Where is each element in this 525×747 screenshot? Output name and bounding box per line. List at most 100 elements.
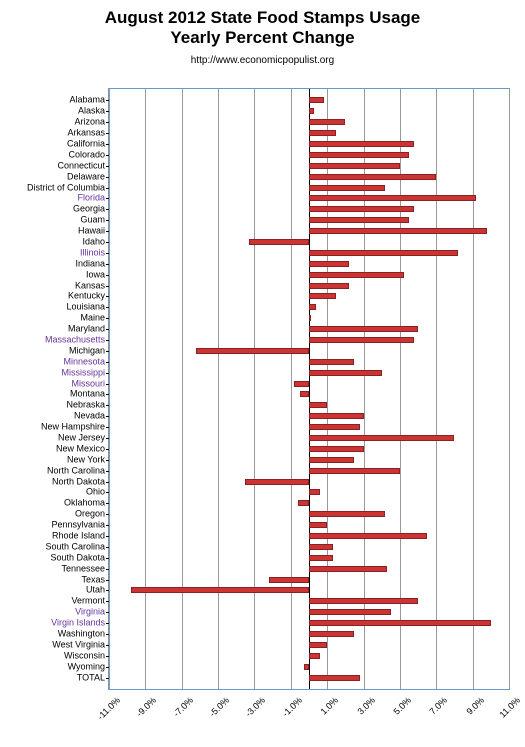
y-tick	[106, 242, 109, 243]
y-axis-label: Alabama	[69, 96, 109, 105]
gridline	[182, 89, 183, 689]
y-axis-label: Nevada	[74, 412, 109, 421]
y-tick	[106, 340, 109, 341]
y-tick	[106, 492, 109, 493]
y-tick	[106, 405, 109, 406]
y-tick	[106, 373, 109, 374]
data-bar	[309, 163, 400, 169]
y-tick	[106, 362, 109, 363]
y-axis-label: Oklahoma	[64, 499, 109, 508]
y-axis-label: New York	[67, 455, 109, 464]
y-tick	[106, 275, 109, 276]
y-axis-label: Louisiana	[66, 303, 109, 312]
data-bar	[269, 577, 309, 583]
y-axis-label: South Carolina	[45, 542, 109, 551]
x-axis-label: -11.0%	[90, 695, 123, 728]
y-tick	[106, 307, 109, 308]
data-bar	[249, 239, 309, 245]
data-bar	[309, 620, 491, 626]
y-tick	[106, 634, 109, 635]
data-bar	[309, 141, 414, 147]
data-bar	[309, 642, 327, 648]
data-bar	[309, 97, 324, 103]
data-bar	[309, 326, 418, 332]
data-bar	[309, 653, 320, 659]
y-axis-label: Tennessee	[61, 564, 109, 573]
data-bar	[309, 315, 311, 321]
data-bar	[309, 108, 314, 114]
data-bar	[309, 359, 354, 365]
gridline	[218, 89, 219, 689]
y-axis-label: California	[67, 140, 109, 149]
gridline	[436, 89, 437, 689]
y-axis-label: New Mexico	[56, 444, 109, 453]
y-tick	[106, 645, 109, 646]
y-tick	[106, 460, 109, 461]
y-tick	[106, 100, 109, 101]
y-axis-label: Missouri	[71, 379, 109, 388]
y-tick	[106, 427, 109, 428]
y-tick	[106, 133, 109, 134]
x-axis-label: 11.0%	[490, 695, 523, 728]
y-axis-label: Georgia	[73, 205, 109, 214]
y-axis-label: Minnesota	[63, 357, 109, 366]
y-axis-label: Delaware	[67, 172, 109, 181]
data-bar	[294, 381, 309, 387]
y-axis-label: Indiana	[75, 259, 109, 268]
data-bar	[309, 337, 414, 343]
y-axis-label: South Dakota	[50, 553, 109, 562]
data-bar	[309, 413, 364, 419]
data-bar	[309, 457, 354, 463]
y-tick	[106, 601, 109, 602]
y-axis-label: North Carolina	[47, 466, 109, 475]
data-bar	[309, 598, 418, 604]
y-axis-label: Montana	[70, 390, 109, 399]
title-line-2: Yearly Percent Change	[0, 28, 525, 48]
y-tick	[106, 144, 109, 145]
x-axis-label: -3.0%	[235, 695, 268, 728]
y-tick	[106, 394, 109, 395]
chart-subtitle: http://www.economicpopulist.org	[0, 55, 525, 66]
y-tick	[106, 558, 109, 559]
y-tick	[106, 678, 109, 679]
data-bar	[309, 566, 387, 572]
y-axis-label: New Hampshire	[41, 423, 109, 432]
y-axis-label: Massachusetts	[45, 336, 109, 345]
y-tick	[106, 623, 109, 624]
data-bar	[309, 293, 336, 299]
data-bar	[309, 533, 427, 539]
y-tick	[106, 253, 109, 254]
gridline	[509, 89, 510, 689]
y-tick	[106, 111, 109, 112]
data-bar	[131, 587, 309, 593]
data-bar	[309, 370, 382, 376]
y-tick	[106, 514, 109, 515]
y-tick	[106, 329, 109, 330]
y-tick	[106, 296, 109, 297]
data-bar	[309, 130, 336, 136]
plot-area: -11.0%-9.0%-7.0%-5.0%-3.0%-1.0%1.0%3.0%5…	[108, 88, 510, 690]
data-bar	[309, 489, 320, 495]
data-bar	[245, 479, 309, 485]
data-bar	[309, 435, 454, 441]
chart-title: August 2012 State Food Stamps Usage Year…	[0, 0, 525, 49]
y-tick	[106, 318, 109, 319]
data-bar	[309, 250, 458, 256]
y-axis-label: Guam	[80, 216, 109, 225]
y-axis-label: Washington	[58, 630, 109, 639]
y-axis-label: Arizona	[74, 118, 109, 127]
x-axis-label: -5.0%	[199, 695, 232, 728]
y-tick	[106, 122, 109, 123]
y-axis-label: Arkansas	[67, 129, 109, 138]
y-tick	[106, 569, 109, 570]
data-bar	[309, 217, 409, 223]
data-bar	[309, 272, 404, 278]
data-bar	[309, 675, 360, 681]
y-tick	[106, 351, 109, 352]
x-axis-label: -1.0%	[271, 695, 304, 728]
x-axis-label: -7.0%	[162, 695, 195, 728]
y-axis-label: Texas	[81, 575, 109, 584]
y-tick	[106, 209, 109, 210]
y-axis-label: Pennsylvania	[51, 521, 109, 530]
x-axis-label: 1.0%	[308, 695, 341, 728]
